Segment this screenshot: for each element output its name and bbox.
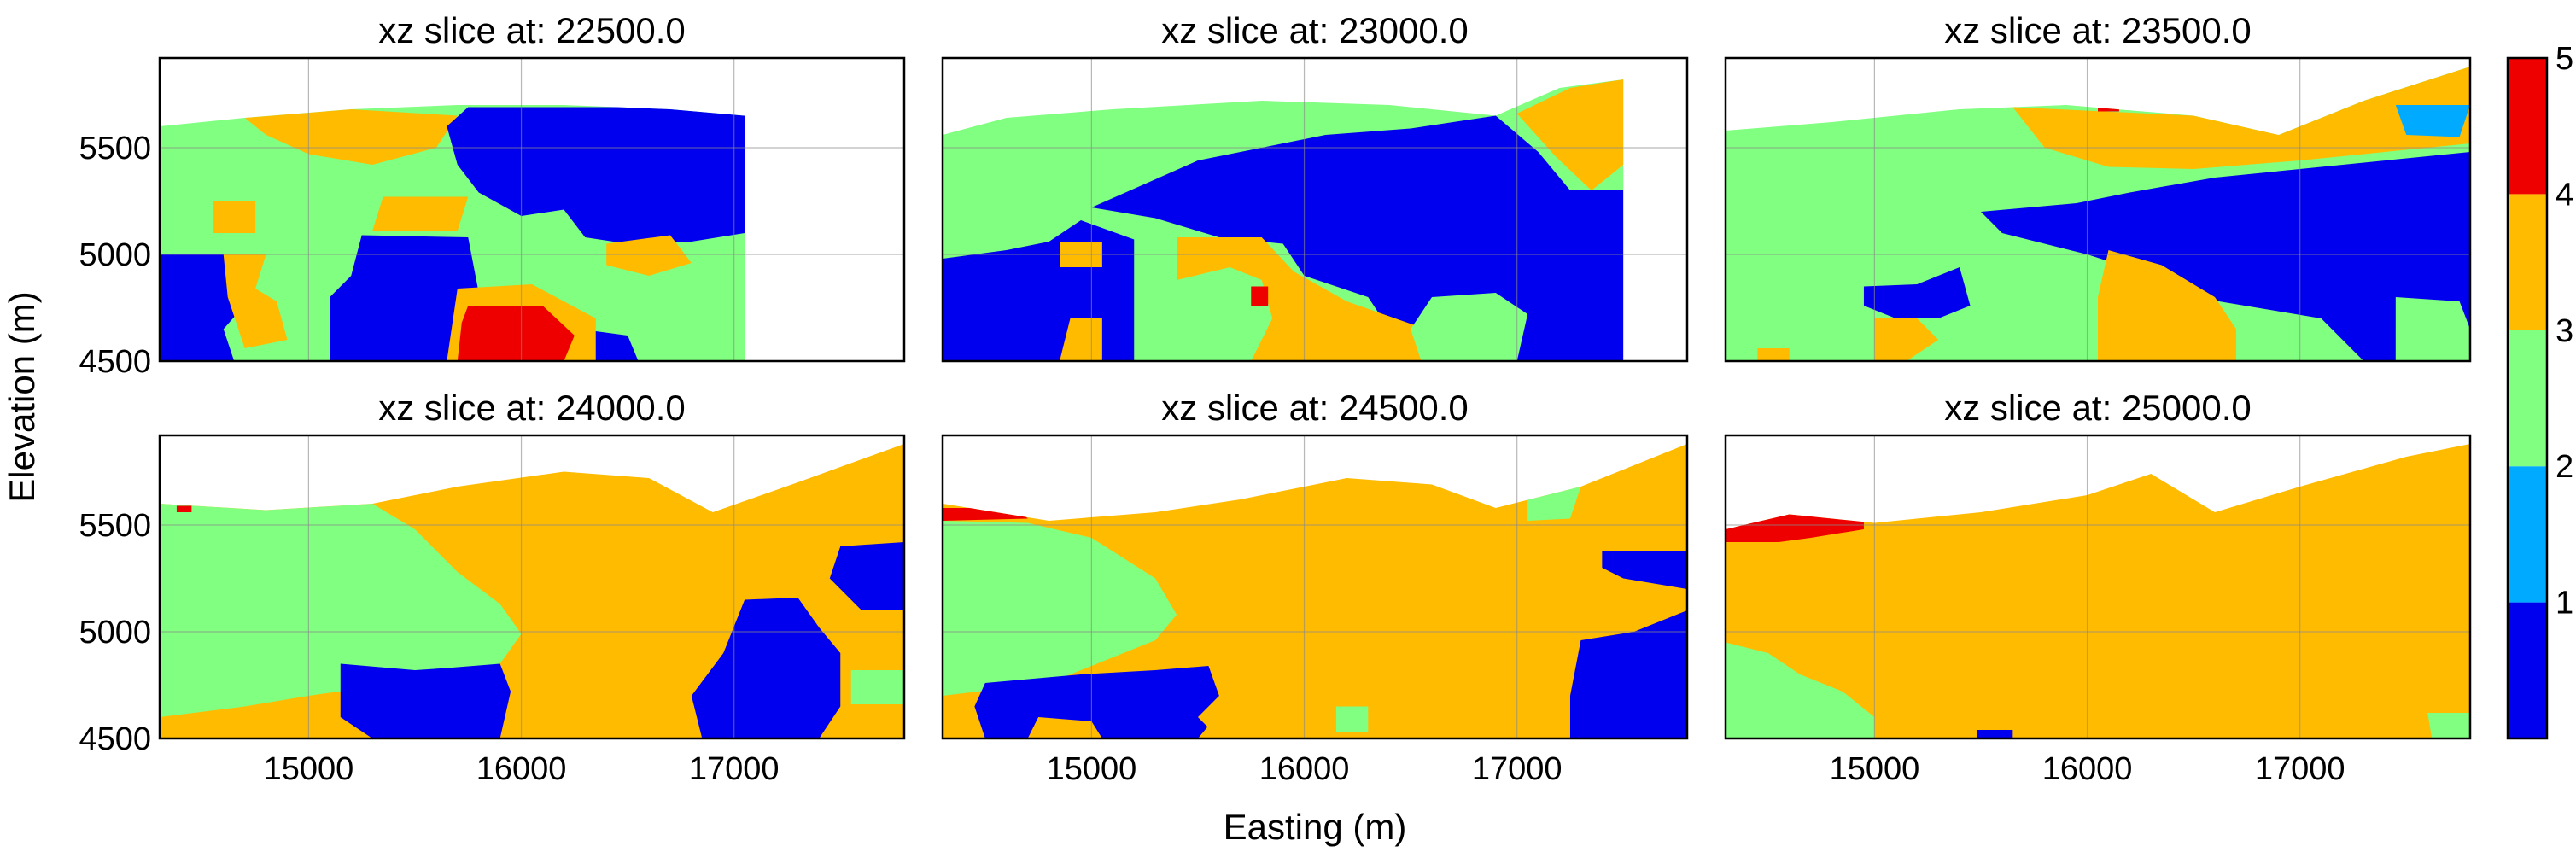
class-region (213, 201, 256, 233)
class-region (1726, 642, 1875, 738)
class-region (1197, 726, 1273, 738)
slice-panel: xz slice at: 24000.0 4500 5000 5500 15000 160… (79, 388, 906, 787)
x-tick-label: 16000 (2042, 751, 2133, 787)
class-region (691, 598, 841, 738)
class-region (1516, 79, 1624, 190)
slice-body (160, 444, 904, 738)
slice-body (943, 79, 1624, 361)
class-region (943, 508, 1028, 521)
panel-title: xz slice at: 24000.0 (378, 388, 686, 428)
colorbar-segment (2508, 330, 2547, 467)
x-tick-label: 17000 (1472, 751, 1563, 787)
class-region (974, 666, 1219, 738)
panel-frame (941, 434, 1689, 740)
colorbar-segment (2508, 466, 2547, 603)
slice-panel: xz slice at: 24500.0 15000 16000 17000 (941, 388, 1689, 787)
class-region (2395, 297, 2470, 361)
x-tick-label: 15000 (1830, 751, 1920, 787)
class-region (1980, 152, 2470, 361)
class-region (1411, 293, 1528, 361)
slice-body (160, 105, 745, 361)
panel-frame (1724, 434, 2472, 740)
x-tick-label: 17000 (689, 751, 780, 787)
class-region (176, 505, 192, 512)
class-region (340, 663, 511, 738)
slice-panel: xz slice at: 22500.0 4500 5000 5500 (79, 10, 906, 380)
colorbar-tick-label: 5 (2556, 41, 2573, 77)
class-region (1335, 706, 1369, 732)
class-region (943, 521, 1177, 696)
y-tick-label: 5500 (79, 131, 151, 166)
panel-title: xz slice at: 23500.0 (1944, 10, 2252, 50)
class-region (606, 235, 692, 276)
class-region (244, 109, 458, 165)
panel-frame (158, 434, 906, 740)
y-tick-label: 5500 (79, 508, 151, 544)
slice-panel: xz slice at: 23500.0 (1724, 10, 2472, 363)
colorbar-tick-label: 1 (2556, 586, 2573, 621)
y-tick-label: 4500 (79, 721, 151, 757)
class-region (1602, 551, 1687, 589)
x-tick-label: 15000 (264, 751, 354, 787)
class-region (1863, 267, 1971, 318)
class-region (457, 306, 575, 361)
colorbar-segment (2508, 58, 2547, 195)
colorbar-tick-label: 2 (2556, 449, 2573, 485)
panel-title: xz slice at: 24500.0 (1161, 388, 1469, 428)
class-region (850, 670, 904, 704)
colorbar-tick-label: 4 (2556, 177, 2573, 213)
class-region (2098, 250, 2236, 361)
class-region (372, 196, 469, 231)
y-axis-label: Elevation (m) (2, 291, 42, 502)
x-tick-label: 16000 (476, 751, 567, 787)
class-region (1757, 348, 1790, 361)
x-axis-label: Easting (m) (1224, 807, 1407, 847)
panel-title: xz slice at: 22500.0 (378, 10, 686, 50)
class-region (2427, 713, 2470, 738)
class-region (2098, 105, 2119, 112)
panel-frame (158, 56, 906, 363)
class-region (2395, 105, 2470, 137)
class-region (1027, 717, 1102, 738)
colorbar: 1 2 3 4 5 (2506, 41, 2573, 740)
y-tick-label: 5000 (79, 615, 151, 651)
slice-body (1726, 67, 2470, 361)
panel-frame (941, 56, 1689, 363)
y-tick-label: 4500 (79, 344, 151, 380)
colorbar-segment (2508, 602, 2547, 738)
class-region (1177, 267, 1273, 361)
class-region (160, 504, 522, 717)
class-region (829, 542, 904, 610)
slice-panel: xz slice at: 25000.0 15000 16000 17000 (1724, 388, 2472, 787)
slice-panel: xz slice at: 23000.0 (941, 10, 1689, 363)
class-region (1976, 730, 2013, 738)
x-tick-label: 16000 (1259, 751, 1350, 787)
class-region (1569, 610, 1687, 738)
slice-body (943, 444, 1687, 738)
slice-body (1726, 444, 2470, 738)
panel-title: xz slice at: 23000.0 (1161, 10, 1469, 50)
panel-frame (1724, 56, 2472, 363)
class-region (1251, 286, 1269, 306)
class-region (2012, 67, 2470, 169)
colorbar-frame (2506, 56, 2549, 740)
y-tick-label: 5000 (79, 237, 151, 273)
colorbar-tick-label: 3 (2556, 313, 2573, 349)
colorbar-segment (2508, 194, 2547, 330)
panel-title: xz slice at: 25000.0 (1944, 388, 2252, 428)
x-tick-label: 17000 (2255, 751, 2345, 787)
class-region (223, 709, 330, 738)
class-region (1874, 318, 1939, 361)
class-region (223, 254, 288, 348)
x-tick-label: 15000 (1047, 751, 1137, 787)
